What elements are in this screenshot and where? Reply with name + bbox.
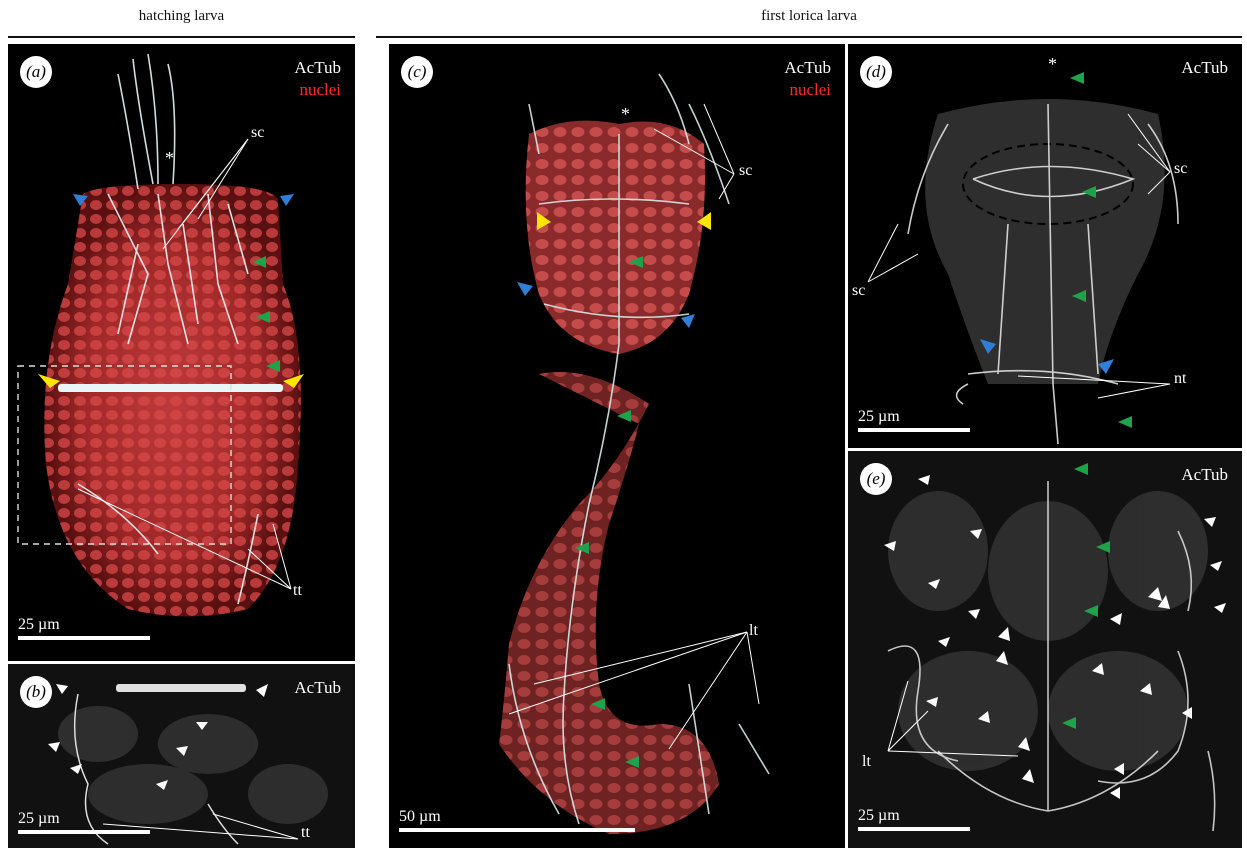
panel-a-label: (a) <box>20 56 52 88</box>
panel-d-nt-label: nt <box>1174 370 1187 387</box>
panel-a-scale-line <box>18 636 150 640</box>
panel-a-asterisk: * <box>165 148 174 168</box>
panel-e: (e) AcTub lt 25 µm <box>848 451 1242 848</box>
panel-b-scale-line <box>18 830 150 834</box>
panel-a-scale-text: 25 µm <box>18 616 60 633</box>
panel-a-actub-label: AcTub <box>294 58 341 77</box>
panel-e-actub-label: AcTub <box>1181 465 1228 484</box>
panel-e-scale-text: 25 µm <box>858 807 900 824</box>
panel-d-scale-line <box>858 428 970 432</box>
panel-b-tt-label: tt <box>301 824 310 841</box>
panel-d-image <box>867 72 1179 445</box>
panel-a-scale-bar: 25 µm <box>18 616 150 640</box>
panel-e-scale-bar: 25 µm <box>858 807 970 831</box>
panel-c-image <box>499 73 770 834</box>
panel-e-label: (e) <box>860 463 892 495</box>
panel-a: (a) AcTub nuclei sc tt * 25 µm <box>8 44 355 661</box>
panel-c-scale-bar: 50 µm <box>399 808 635 832</box>
panel-c-nuclei-label: nuclei <box>789 80 831 99</box>
hatching-larva-header: hatching larva <box>138 8 225 24</box>
panel-e-image <box>848 451 1242 848</box>
panel-d-actub-label: AcTub <box>1181 58 1228 77</box>
panel-c-scale-line <box>399 828 635 832</box>
panel-c: (c) AcTub nuclei sc lt * 50 µm <box>389 44 845 848</box>
panel-d-scale-bar: 25 µm <box>858 408 970 432</box>
hatching-larva-rule <box>8 36 355 38</box>
panel-c-scale-text: 50 µm <box>399 808 441 825</box>
panel-e-lt-label: lt <box>862 753 871 770</box>
panel-c-asterisk: * <box>621 104 630 124</box>
panel-a-nuclei-label: nuclei <box>299 80 341 99</box>
panel-c-lt-label: lt <box>749 622 758 639</box>
panel-b-scale-text: 25 µm <box>18 810 60 827</box>
panel-d-scale-text: 25 µm <box>858 408 900 425</box>
panel-b-actub-label: AcTub <box>294 678 341 697</box>
panel-c-actub-label: AcTub <box>784 58 831 77</box>
panel-e-scale-line <box>858 827 970 831</box>
panel-b-scale-bar: 25 µm <box>18 810 150 834</box>
panel-b: (b) AcTub tt 25 µm <box>8 664 355 848</box>
panel-a-image <box>17 53 304 617</box>
panel-d: (d) AcTub sc sc nt * 25 µm <box>848 44 1242 448</box>
panel-a-tt-label: tt <box>293 582 302 599</box>
first-lorica-larva-rule <box>376 36 1242 38</box>
panel-d-asterisk: * <box>1048 54 1057 74</box>
panel-b-image <box>8 664 355 848</box>
panel-c-sc-label: sc <box>739 162 753 179</box>
panel-d-sc-label-right: sc <box>1174 160 1188 177</box>
first-lorica-larva-header: first lorica larva <box>761 8 857 24</box>
panel-d-label: (d) <box>860 56 892 88</box>
panel-a-sc-label: sc <box>251 124 265 141</box>
panel-d-sc-label-left: sc <box>852 282 866 299</box>
panel-b-label: (b) <box>20 676 52 708</box>
panel-c-label: (c) <box>401 56 433 88</box>
